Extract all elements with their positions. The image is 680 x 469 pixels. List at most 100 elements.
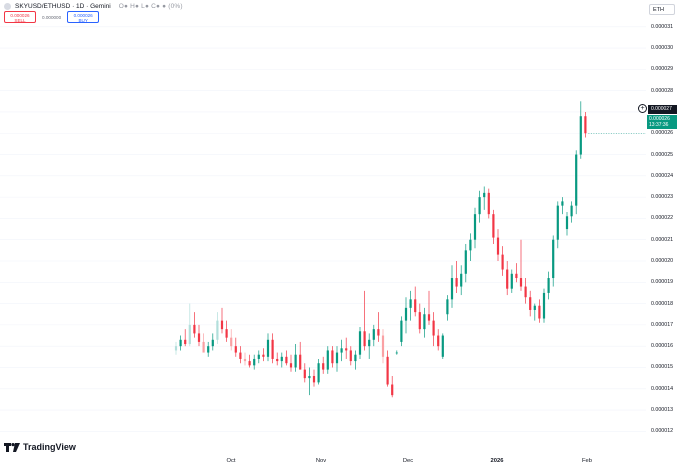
candle[interactable] [427,290,431,325]
candle[interactable] [248,354,251,368]
candle[interactable] [432,312,435,347]
candle[interactable] [184,329,187,347]
candle[interactable] [404,297,408,334]
candle[interactable] [225,320,228,342]
candle[interactable] [220,307,224,334]
candle[interactable] [234,337,237,357]
candle[interactable] [409,290,412,321]
candle[interactable] [308,367,311,396]
candle[interactable] [331,346,334,368]
candle[interactable] [257,350,260,364]
candle[interactable] [322,356,325,374]
candle[interactable] [529,290,532,317]
candle[interactable] [381,329,385,364]
candle[interactable] [239,346,242,364]
candle[interactable] [464,243,467,283]
candle[interactable] [253,354,256,370]
candle[interactable] [202,333,205,353]
candle-body [409,299,412,308]
candle[interactable] [460,265,463,296]
candle[interactable] [524,278,527,304]
candle[interactable] [216,312,219,345]
candle[interactable] [391,375,394,398]
candle[interactable] [262,348,265,362]
candle[interactable] [584,111,587,138]
candle[interactable] [483,186,486,210]
candle[interactable] [340,339,343,362]
candle[interactable] [473,207,477,249]
candle[interactable] [492,209,495,244]
candle[interactable] [570,201,573,223]
candle[interactable] [368,333,371,359]
candle[interactable] [423,307,426,338]
candle[interactable] [552,235,555,287]
candle[interactable] [372,324,375,347]
candle[interactable] [230,329,233,351]
candle[interactable] [579,101,582,159]
candle[interactable] [501,246,504,276]
candle[interactable] [207,341,210,357]
candle[interactable] [193,312,196,338]
candle[interactable] [174,341,178,355]
candle[interactable] [487,188,490,219]
candle[interactable] [345,337,348,359]
candle[interactable] [414,286,417,317]
candle[interactable] [506,261,509,296]
candle[interactable] [561,197,564,215]
candle[interactable] [469,233,472,262]
candle[interactable] [538,299,541,323]
candle[interactable] [276,352,279,366]
candle[interactable] [455,261,458,293]
candle[interactable] [533,303,536,321]
candle[interactable] [354,350,357,370]
symbol-title[interactable]: SKYUSD/ETHUSD · 1D · Gemini [15,3,111,10]
candle[interactable] [363,290,366,351]
candle[interactable] [358,327,362,359]
add-alert-plus-icon[interactable]: + [638,104,647,113]
candle[interactable] [519,239,523,291]
sell-button[interactable]: 0.000026 SELL [4,11,36,23]
candle[interactable] [326,346,329,374]
candle[interactable] [312,369,316,387]
candle[interactable] [441,333,444,359]
candle[interactable] [335,346,339,372]
candle[interactable] [395,350,398,355]
candle[interactable] [243,352,247,366]
candle[interactable] [496,229,500,262]
candle[interactable] [280,352,283,368]
candle[interactable] [446,295,449,321]
tradingview-branding[interactable]: TradingView [4,442,76,452]
time-tick-label: 2026 [490,458,504,464]
candle[interactable] [515,263,518,283]
candle[interactable] [400,316,403,347]
candle[interactable] [179,335,182,351]
candle[interactable] [565,212,569,236]
candle[interactable] [547,271,550,300]
candle[interactable] [188,303,191,347]
candle[interactable] [299,341,302,370]
candle[interactable] [386,350,389,387]
candle[interactable] [437,329,440,351]
candle[interactable] [450,265,454,308]
candle[interactable] [349,346,352,366]
candle[interactable] [556,201,559,249]
candle[interactable] [317,358,320,385]
candle[interactable] [303,363,306,383]
candle[interactable] [271,333,274,364]
candle[interactable] [377,312,380,342]
candle[interactable] [294,344,297,372]
candle[interactable] [418,303,421,334]
currency-button[interactable]: ETH [649,4,675,15]
candle[interactable] [510,269,513,293]
candle[interactable] [285,350,288,366]
buy-button[interactable]: 0.000026 BUY [67,11,100,23]
candle[interactable] [575,150,578,215]
candle-body [248,361,251,366]
candle[interactable] [289,354,293,372]
candle[interactable] [266,333,270,362]
candle[interactable] [542,288,546,323]
candle[interactable] [478,190,481,223]
candle[interactable] [197,324,201,347]
candle[interactable] [211,333,214,351]
